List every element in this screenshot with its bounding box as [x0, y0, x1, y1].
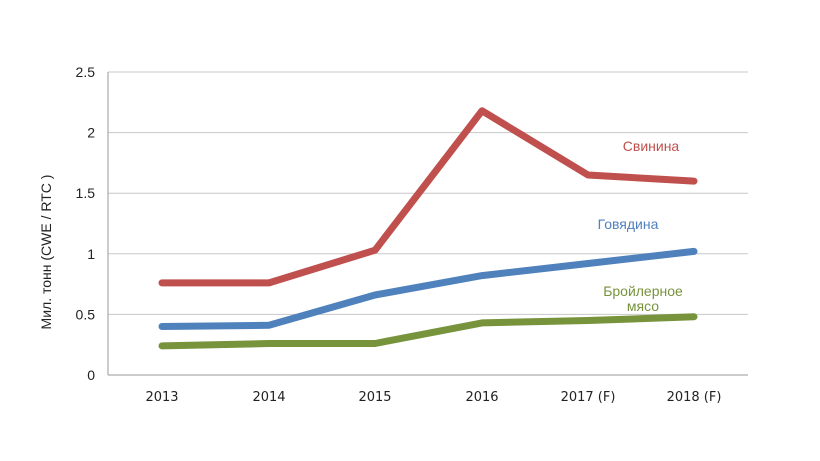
x-tick-label: 2018 (F) — [667, 390, 722, 405]
y-axis-label: Мил. тонн (CWE / RTC ) — [38, 175, 54, 330]
y-tick-label: 2 — [87, 125, 95, 141]
y-tick-label: 2.5 — [76, 64, 96, 80]
series-line-1 — [158, 107, 698, 287]
series-line-2 — [158, 247, 698, 330]
series-lines — [158, 107, 698, 350]
y-tick-label: 1.5 — [76, 185, 96, 201]
series-label-3: Бройлерное мясо — [603, 283, 683, 314]
series-label-line: мясо — [627, 298, 659, 314]
x-axis-ticks: 2013 2014 2015 2016 2017 (F) 2018 (F) — [145, 390, 721, 405]
y-tick-label: 0.5 — [76, 306, 96, 322]
x-tick-label: 2016 — [465, 390, 498, 405]
series-label-line: Бройлерное — [603, 283, 683, 299]
series-label-line: Свинина — [623, 138, 680, 154]
y-tick-label: 0 — [87, 367, 95, 383]
series-label-2: Говядина — [598, 216, 659, 232]
y-axis-ticks: 0 0.5 1 1.5 2 2.5 — [76, 64, 96, 383]
series-labels: Свинина Говядина Бройлерное мясо — [598, 138, 683, 314]
series-label-line: Говядина — [598, 216, 659, 232]
x-tick-label: 2014 — [252, 390, 285, 405]
series-line-3 — [158, 313, 698, 350]
gridlines — [107, 71, 748, 376]
x-tick-label: 2013 — [145, 390, 178, 405]
y-tick-label: 1 — [87, 246, 95, 262]
series-label-1: Свинина — [623, 138, 680, 154]
x-tick-label: 2017 (F) — [561, 390, 616, 405]
x-tick-label: 2015 — [358, 390, 391, 405]
